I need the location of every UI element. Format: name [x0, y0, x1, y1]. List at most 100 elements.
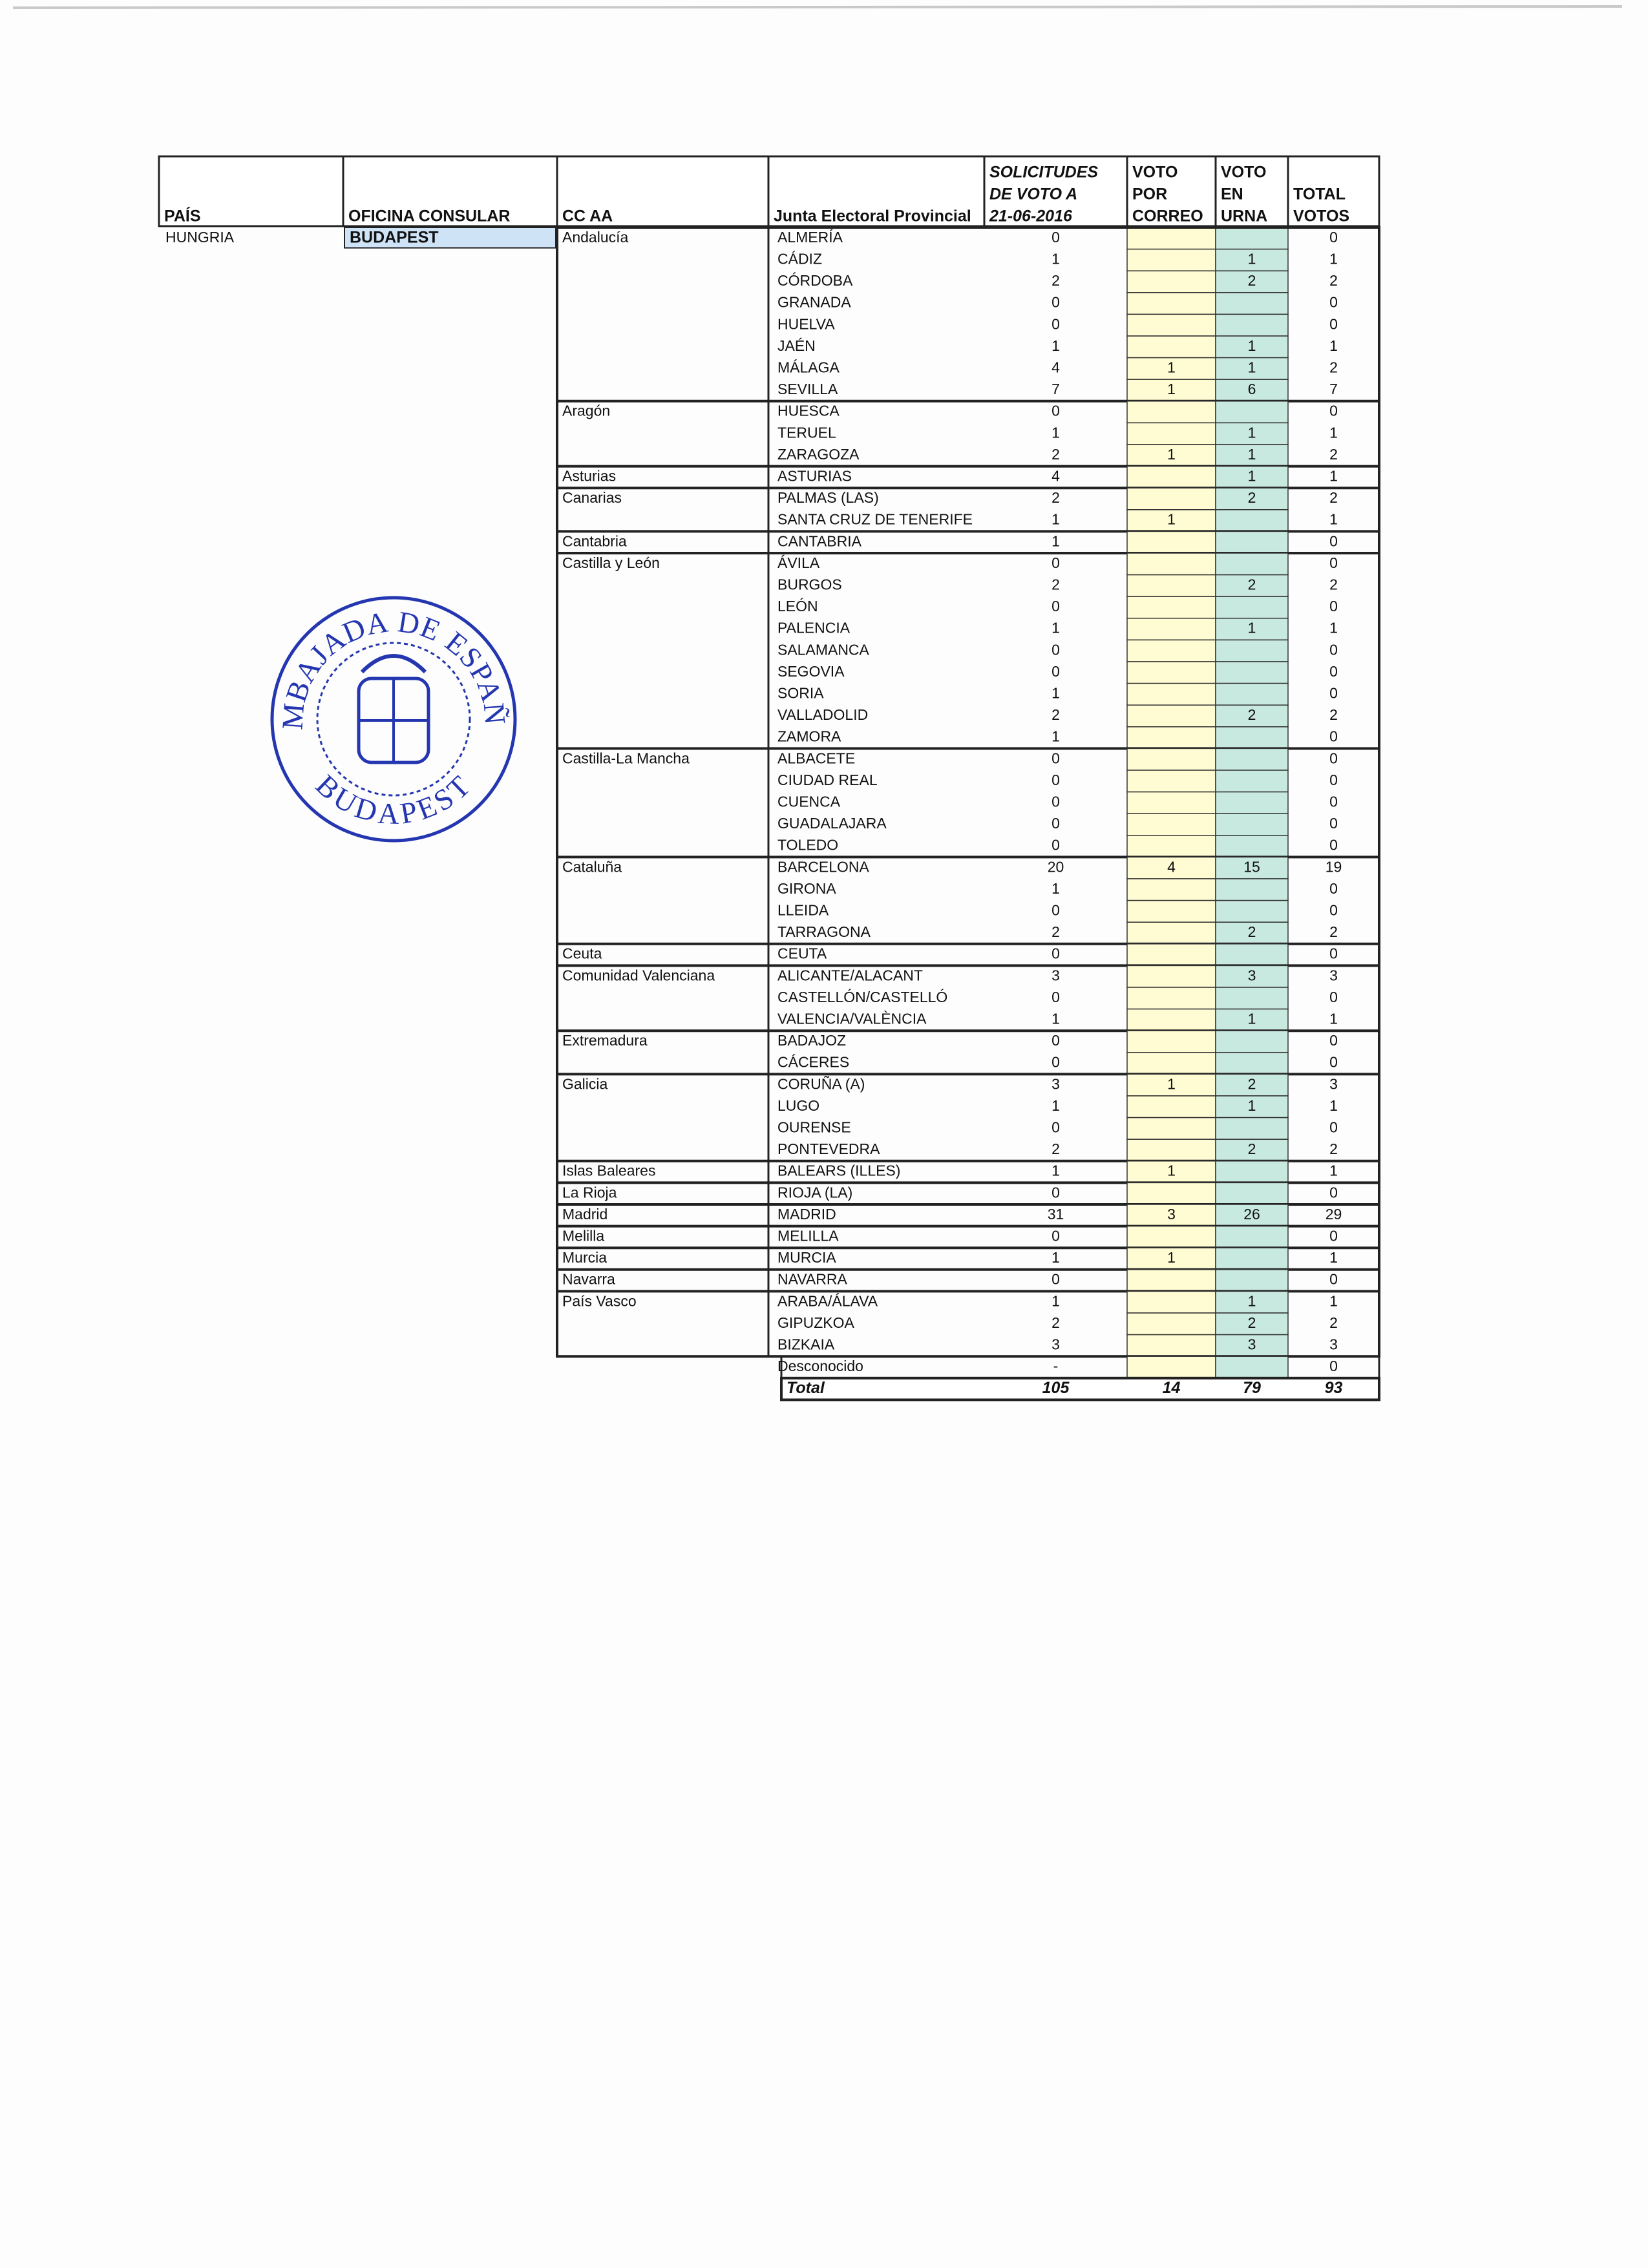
correo-cell	[1126, 943, 1216, 967]
cell-total: 1	[1329, 424, 1338, 441]
cell-total: 7	[1329, 381, 1338, 397]
cell-solicitudes: 1	[1051, 511, 1060, 528]
ccaa: País Vasco	[562, 1292, 637, 1309]
cell-urna: 2	[1248, 576, 1256, 593]
province: ALICANTE/ALACANT	[777, 967, 923, 983]
cell-total: 0	[1329, 1358, 1338, 1374]
urna-cell	[1215, 530, 1289, 554]
correo-cell	[1126, 227, 1216, 250]
total-box	[780, 1376, 1380, 1402]
ccaa: Aragón	[562, 403, 610, 419]
correo-cell	[1126, 552, 1216, 576]
cell-total: 1	[1329, 467, 1338, 484]
cell-urna: 2	[1248, 1140, 1256, 1157]
cell-solicitudes: 0	[1051, 1054, 1060, 1071]
cell-total: 3	[1329, 1336, 1338, 1352]
cell-urna: 1	[1248, 1097, 1256, 1114]
urna-cell	[1215, 965, 1289, 988]
correo-cell	[1126, 1247, 1216, 1270]
cell-solicitudes: 4	[1051, 359, 1060, 375]
cell-total: 1	[1329, 1097, 1338, 1114]
correo-cell	[1126, 899, 1216, 923]
cell-correo: 1	[1167, 1162, 1176, 1179]
urna-cell	[1215, 748, 1289, 771]
cell-total: 2	[1329, 576, 1338, 593]
urna-cell	[1215, 618, 1289, 641]
province: CASTELLÓN/CASTELLÓ	[777, 989, 947, 1005]
urna-cell	[1215, 1052, 1289, 1075]
urna-cell	[1215, 270, 1289, 293]
urna-cell	[1215, 1312, 1289, 1336]
urna-cell	[1215, 1160, 1289, 1184]
cell-total: 0	[1329, 1118, 1338, 1135]
cell-urna: 2	[1248, 1314, 1256, 1331]
province: BADAJOZ	[777, 1032, 846, 1049]
urna-cell	[1215, 1182, 1289, 1205]
province: TARRAGONA	[777, 923, 871, 940]
cell-solicitudes: 2	[1051, 272, 1060, 289]
correo-cell	[1126, 1139, 1216, 1162]
province: BURGOS	[777, 576, 842, 593]
cell-total: 0	[1329, 598, 1338, 614]
cell-urna: 2	[1248, 706, 1256, 723]
correo-cell	[1126, 1225, 1216, 1248]
cell-urna: 1	[1248, 1010, 1256, 1027]
cell-total: 0	[1329, 641, 1338, 658]
ccaa: Cantabria	[562, 532, 627, 549]
cell-correo: 1	[1167, 1249, 1176, 1266]
province: CORUÑA (A)	[777, 1075, 865, 1092]
header-label: URNA	[1221, 207, 1267, 226]
province: ALBACETE	[777, 750, 855, 766]
cell-total: 1	[1329, 1292, 1338, 1309]
correo-cell	[1126, 704, 1216, 728]
ccaa: Islas Baleares	[562, 1162, 655, 1179]
province: CUENCA	[777, 793, 841, 810]
cell-total: 2	[1329, 359, 1338, 375]
urna-cell	[1215, 313, 1289, 337]
header-label: EN	[1221, 185, 1243, 204]
cell-solicitudes: 31	[1048, 1206, 1064, 1223]
header-label: SOLICITUDES	[989, 163, 1098, 182]
cell-solicitudes: 1	[1051, 1010, 1060, 1027]
cell-urna: 1	[1248, 424, 1256, 441]
cell-urna: 1	[1248, 620, 1256, 636]
urna-cell	[1215, 878, 1289, 901]
cell-total: 0	[1329, 837, 1338, 854]
cell-total: 0	[1329, 793, 1338, 810]
header-label: POR	[1132, 185, 1167, 204]
cell-total: 1	[1329, 1010, 1338, 1027]
cell-total: 0	[1329, 815, 1338, 832]
province: BIZKAIA	[777, 1336, 835, 1352]
cell-total: 2	[1329, 489, 1338, 506]
header-label: VOTO	[1132, 163, 1178, 182]
cell-correo: 1	[1167, 446, 1176, 463]
cell-solicitudes: 0	[1051, 315, 1060, 332]
cell-correo: 1	[1167, 1075, 1176, 1092]
correo-cell	[1126, 1290, 1216, 1314]
urna-cell	[1215, 357, 1289, 380]
correo-cell	[1126, 965, 1216, 988]
urna-cell	[1215, 1030, 1289, 1053]
urna-cell	[1215, 661, 1289, 684]
cell-total: 29	[1326, 1206, 1342, 1223]
total-total: 93	[1325, 1379, 1343, 1397]
province: ZARAGOZA	[777, 446, 860, 463]
province: ARABA/ÁLAVA	[777, 1292, 878, 1309]
province: BARCELONA	[777, 858, 870, 875]
cell-solicitudes: 2	[1051, 1140, 1060, 1157]
province: SORIA	[777, 684, 824, 701]
cell-total: 3	[1329, 1075, 1338, 1092]
cell-total: 1	[1329, 1249, 1338, 1266]
urna-cell	[1215, 899, 1289, 923]
cell-solicitudes: 0	[1051, 598, 1060, 614]
urna-cell	[1215, 704, 1289, 728]
province: RIOJA (LA)	[777, 1184, 852, 1201]
cell-solicitudes: 0	[1051, 1184, 1060, 1201]
ccaa: Navarra	[562, 1271, 615, 1288]
correo-cell	[1126, 1117, 1216, 1140]
province: GIRONA	[777, 880, 836, 897]
cell-solicitudes: 1	[1051, 880, 1060, 897]
province: MELILLA	[777, 1227, 839, 1244]
province: BALEARS (ILLES)	[777, 1162, 900, 1179]
